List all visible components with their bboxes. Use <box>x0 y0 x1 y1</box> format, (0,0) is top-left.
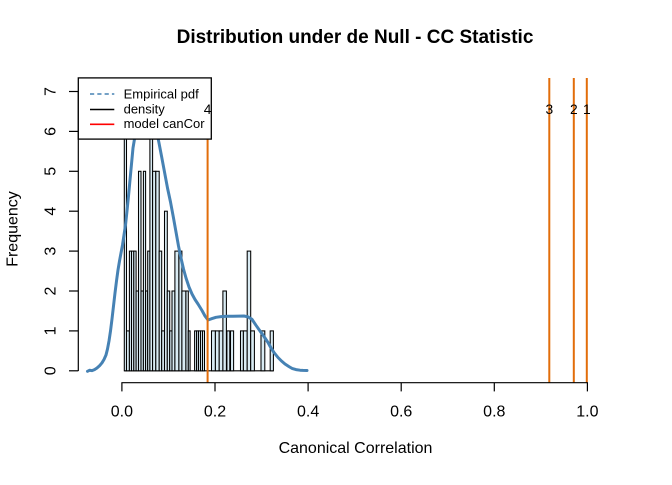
svg-text:5: 5 <box>43 167 60 176</box>
svg-text:Canonical Correlation: Canonical Correlation <box>279 440 433 457</box>
svg-text:0.2: 0.2 <box>204 404 226 421</box>
svg-text:Empirical pdf: Empirical pdf <box>124 87 200 102</box>
svg-text:1: 1 <box>583 102 591 117</box>
svg-text:7: 7 <box>43 87 60 96</box>
svg-text:1.0: 1.0 <box>576 404 598 421</box>
svg-text:2: 2 <box>43 286 60 295</box>
svg-text:model canCor: model canCor <box>124 116 206 131</box>
svg-text:4: 4 <box>43 207 60 216</box>
svg-text:3: 3 <box>43 247 60 256</box>
svg-text:density: density <box>124 101 166 116</box>
svg-text:0: 0 <box>43 366 60 375</box>
svg-text:0.8: 0.8 <box>483 404 505 421</box>
svg-text:4: 4 <box>204 102 212 117</box>
svg-text:0.6: 0.6 <box>390 404 412 421</box>
svg-text:1: 1 <box>43 326 60 335</box>
svg-text:0.0: 0.0 <box>111 404 133 421</box>
svg-text:0.4: 0.4 <box>297 404 319 421</box>
svg-text:2: 2 <box>570 102 578 117</box>
svg-text:6: 6 <box>43 127 60 136</box>
svg-text:Distribution under de Null - C: Distribution under de Null - CC Statisti… <box>177 27 534 48</box>
svg-text:Frequency: Frequency <box>5 191 22 267</box>
svg-text:3: 3 <box>545 102 553 117</box>
